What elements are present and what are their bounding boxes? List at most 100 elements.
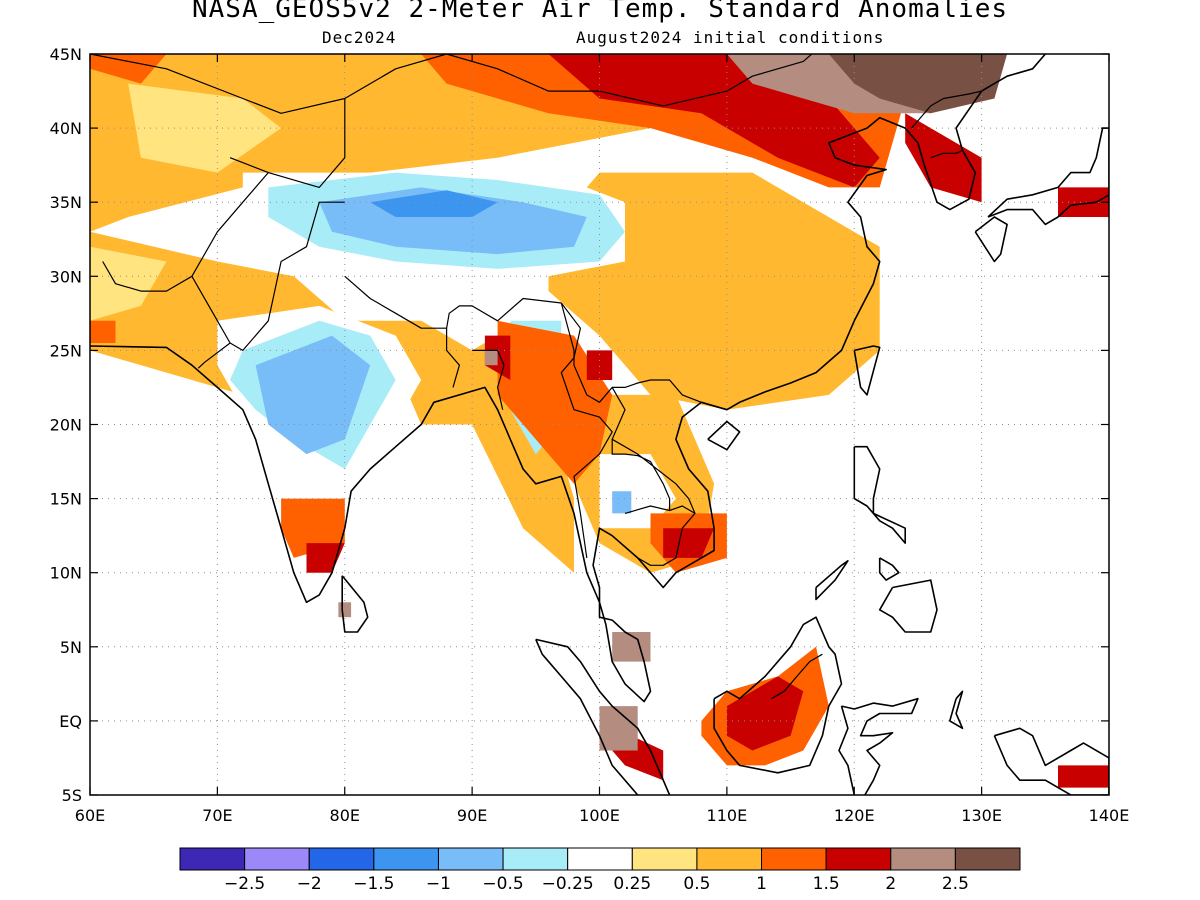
anomaly-region-5	[90, 246, 167, 321]
colorbar-box-1	[244, 847, 310, 871]
anomaly-region-20	[281, 498, 345, 558]
lon-label-60: 60E	[75, 806, 105, 825]
colorbar-label-1: −2	[297, 874, 322, 894]
coastline-10	[713, 616, 843, 774]
lon-label-120: 120E	[834, 806, 875, 825]
colorbar: −2.5 −2 −1.5 −1 −0.5 −0.25 0.25 0.5 1 1.5 2 2.5	[179, 847, 1021, 894]
colorbar-label-5: −0.25	[542, 874, 594, 894]
anomaly-region-29	[586, 350, 613, 380]
colorbar-label-3: −1	[426, 874, 451, 894]
anomaly-region-26	[1058, 187, 1109, 217]
colorbar-box-10	[825, 847, 892, 871]
border-13	[446, 54, 813, 107]
border-15	[930, 149, 963, 159]
anomaly-region-13	[255, 335, 371, 455]
anomaly-region-19	[90, 320, 116, 343]
anomaly-region-18	[90, 54, 167, 84]
border-8	[560, 302, 702, 403]
colorbar-label-7: 0.5	[683, 874, 710, 894]
coastline-2	[974, 216, 1008, 263]
lat-label-10: 10N	[50, 564, 82, 583]
coastline-13	[838, 697, 919, 795]
coastline-3	[987, 127, 1109, 226]
coastline-5	[707, 420, 741, 451]
anomaly-region-31	[726, 676, 804, 751]
coastline-1	[341, 575, 369, 633]
colorbar-box-0	[179, 847, 246, 871]
coastline-6	[853, 445, 907, 544]
lat-label-15: 15N	[50, 490, 82, 509]
border-2	[102, 172, 269, 292]
anomaly-region-27	[306, 543, 345, 573]
colorbar-label-2: −1.5	[353, 874, 394, 894]
border-5	[344, 275, 562, 329]
border-11	[611, 439, 671, 511]
border-7	[472, 349, 505, 410]
lon-label-70: 70E	[202, 806, 232, 825]
coastline-11	[535, 638, 671, 795]
anomaly-region-16	[370, 190, 498, 217]
lon-label-140: 140E	[1089, 806, 1130, 825]
colorbar-label-9: 1.5	[813, 874, 840, 894]
lon-label-110: 110E	[707, 806, 748, 825]
lon-label-100: 100E	[579, 806, 620, 825]
colorbar-label-6: 0.25	[613, 874, 651, 894]
coastline-4	[853, 345, 881, 396]
anomaly-fill-layer	[90, 54, 1109, 788]
anomaly-region-1	[548, 172, 880, 410]
coastline-15	[993, 727, 1109, 795]
anomaly-region-37	[484, 350, 498, 366]
coastline-layer	[90, 54, 1109, 795]
colorbar-box-11	[890, 847, 956, 871]
lon-label-130: 130E	[961, 806, 1002, 825]
colorbar-box-5	[502, 847, 569, 871]
chart-title: NASA_GEOS5v2 2-Meter Air Temp. Standard …	[191, 0, 1008, 24]
border-4	[229, 201, 345, 351]
lat-label-40: 40N	[50, 119, 82, 138]
axis-ticks: 60E 70E 80E 90E 100E 110E 120E 130E 140E 45N 40N 35…	[50, 45, 1130, 825]
colorbar-label-4: −0.5	[482, 874, 523, 894]
coastline-12	[669, 794, 672, 795]
lon-label-90: 90E	[457, 806, 487, 825]
colorbar-label-0: −2.5	[224, 874, 265, 894]
anomaly-region-2	[90, 231, 574, 573]
lon-label-80: 80E	[330, 806, 360, 825]
anomaly-region-30	[663, 528, 715, 558]
valid-month-label: Dec2024	[322, 28, 397, 47]
border-6	[446, 328, 460, 388]
colorbar-label-10: 2	[885, 874, 896, 894]
border-1	[229, 98, 346, 188]
colorbar-label-11: 2.5	[942, 874, 969, 894]
coastline-8	[878, 579, 938, 633]
anomaly-region-21	[497, 320, 613, 484]
coastline-7	[878, 557, 900, 581]
border-12	[624, 505, 696, 514]
lat-label-35: 35N	[50, 193, 82, 212]
anomaly-region-38	[338, 602, 352, 618]
lat-label-25: 25N	[50, 341, 82, 360]
colorbar-box-3	[373, 847, 439, 871]
coastline-14	[948, 690, 964, 730]
colorbar-box-12	[954, 847, 1021, 871]
border-16	[771, 653, 823, 700]
lat-label-30: 30N	[50, 267, 82, 286]
initial-conditions-label: August2024 initial conditions	[576, 28, 885, 47]
colorbar-box-9	[761, 847, 827, 871]
lat-label-5: 5N	[60, 638, 82, 657]
anomaly-region-36	[599, 706, 638, 751]
border-0	[90, 54, 447, 114]
colorbar-box-2	[308, 847, 375, 871]
colorbar-box-6	[567, 847, 633, 871]
lat-label--5: 5S	[62, 786, 82, 805]
colorbar-box-4	[437, 847, 504, 871]
anomaly-region-35	[612, 632, 651, 662]
lat-label-0: EQ	[59, 712, 82, 731]
anomaly-region-39	[828, 54, 1008, 114]
lat-label-45: 45N	[50, 45, 82, 64]
lat-label-20: 20N	[50, 416, 82, 435]
coastline-9	[815, 559, 849, 601]
border-9	[560, 302, 613, 558]
anomaly-region-33	[1058, 765, 1109, 788]
colorbar-box-7	[631, 847, 698, 871]
